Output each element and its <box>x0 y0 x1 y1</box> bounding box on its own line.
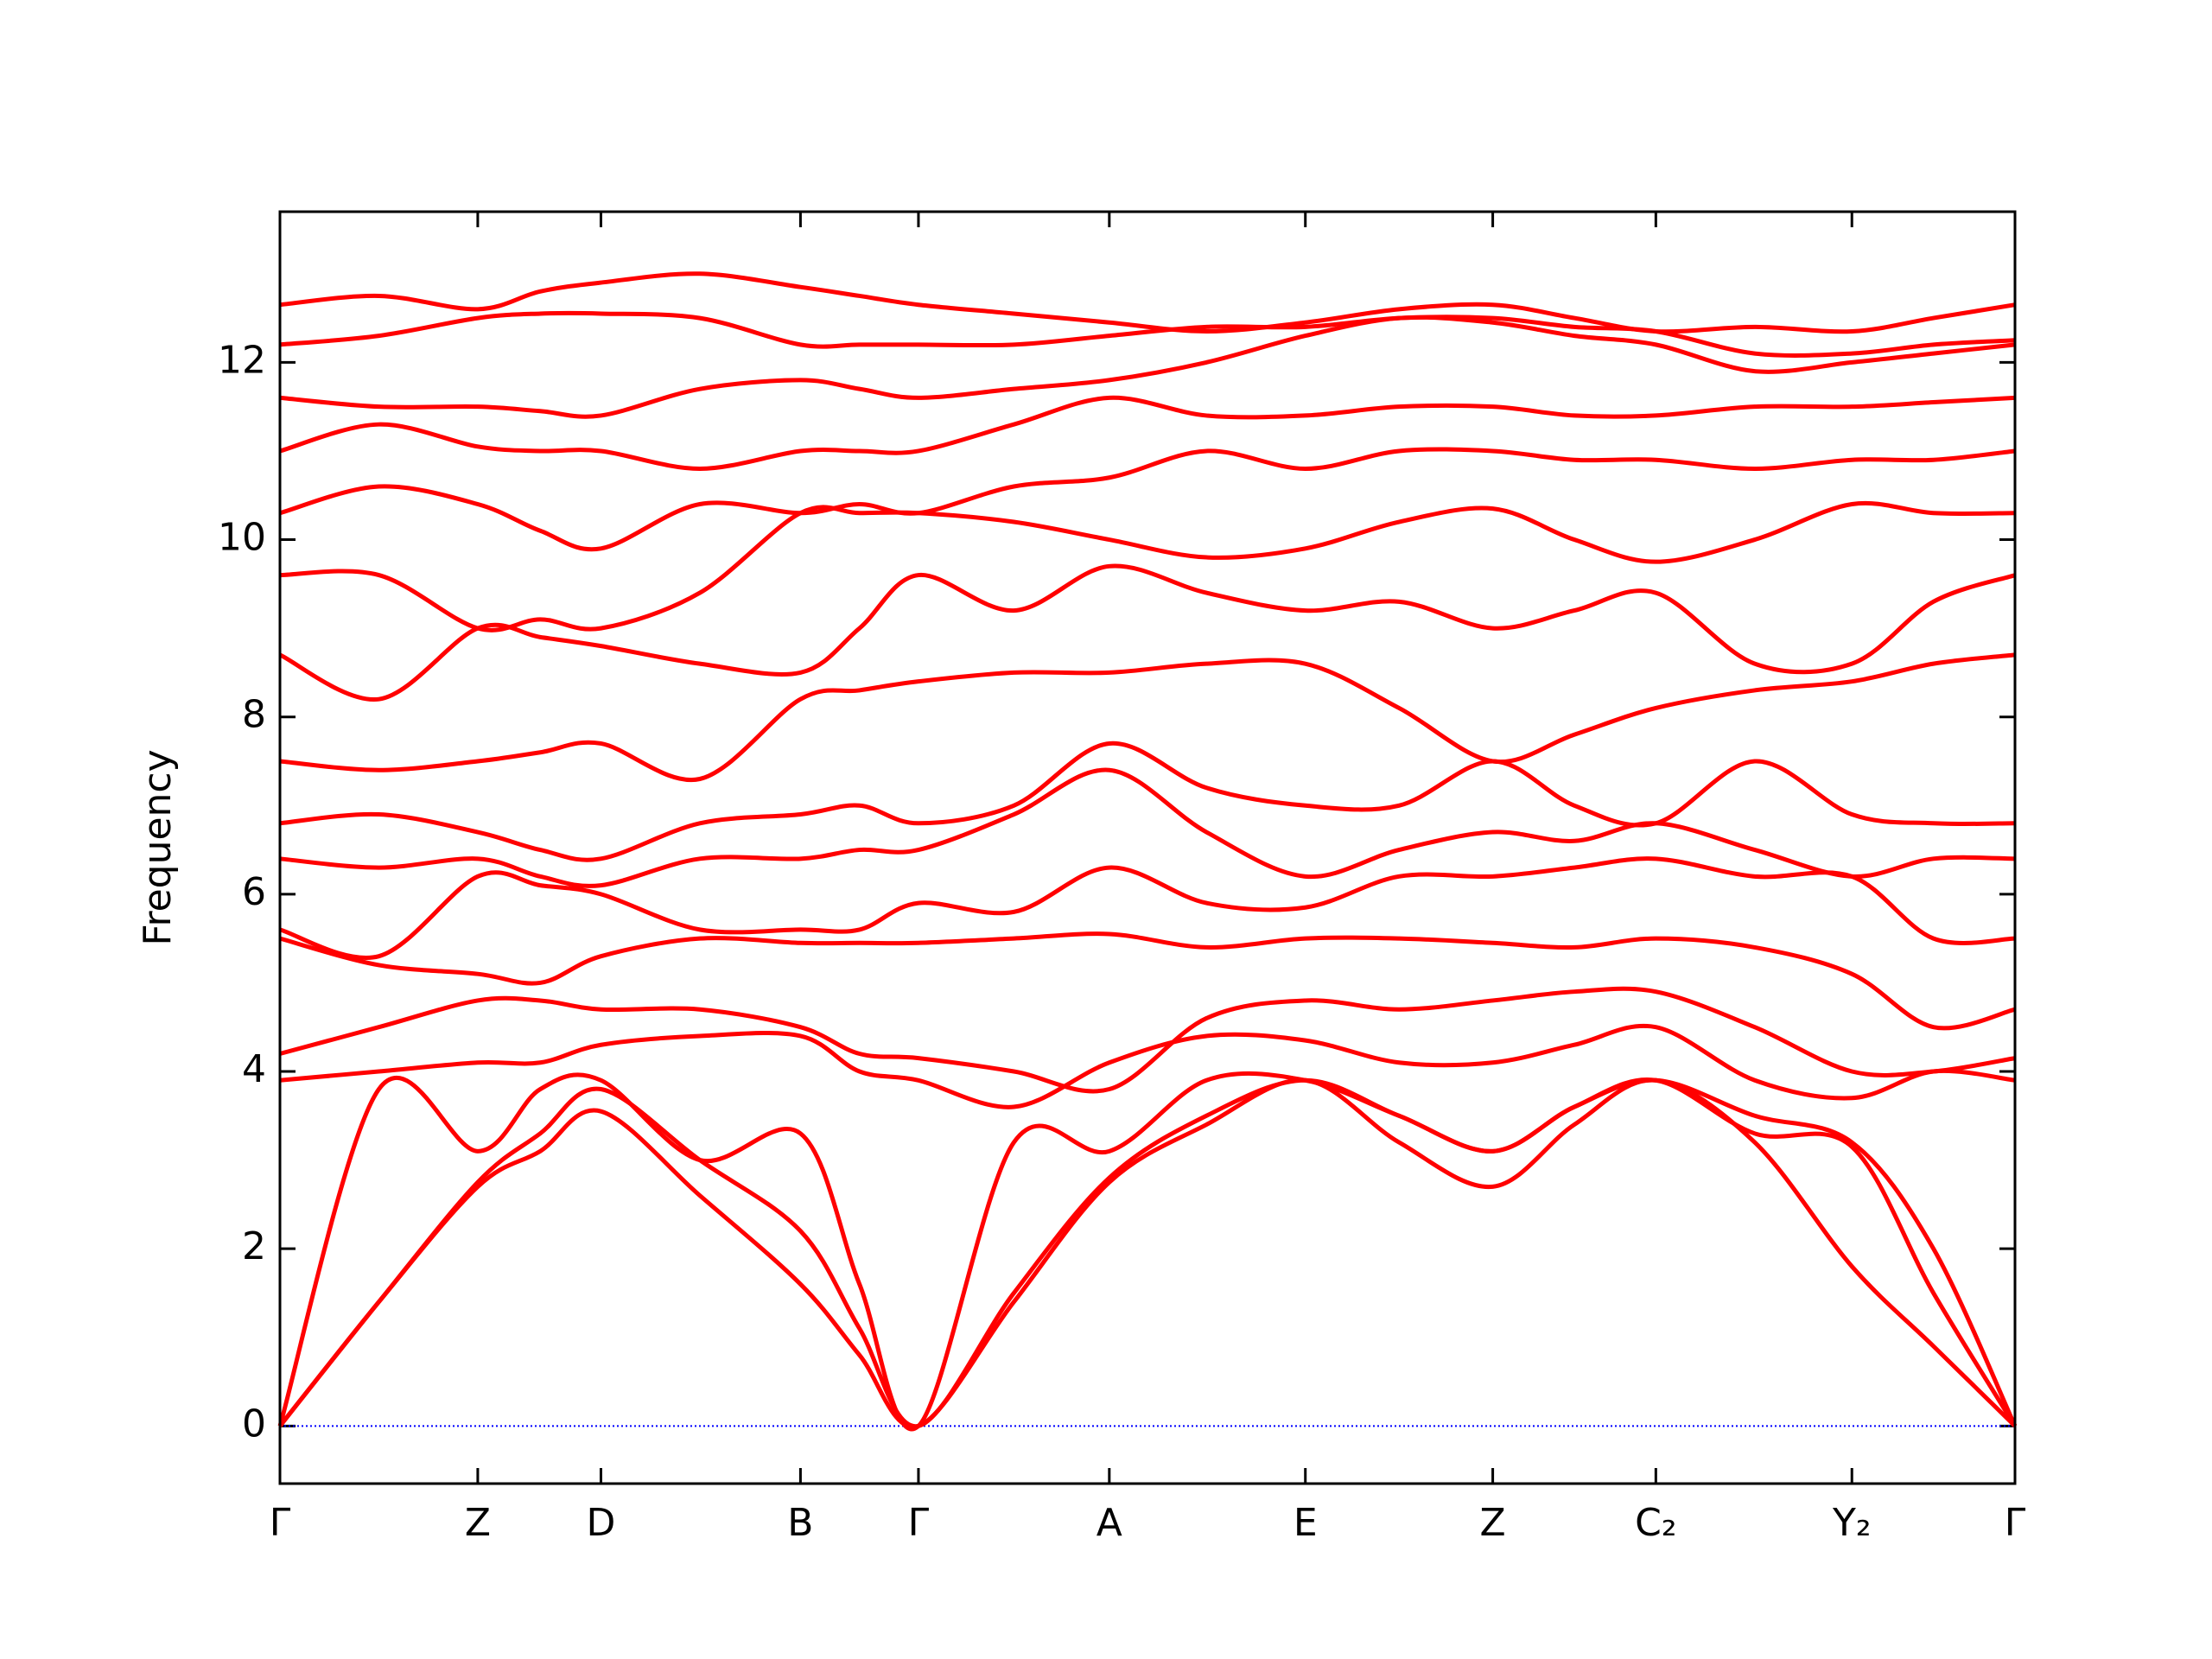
x-tick-label: Γ <box>908 1501 930 1545</box>
band-line <box>279 767 2016 888</box>
band-line <box>278 1077 2018 1428</box>
band-line <box>279 652 2016 783</box>
band-line <box>279 315 2016 419</box>
x-tick-label: Y₂ <box>1832 1501 1872 1545</box>
band-line <box>279 1023 2016 1109</box>
y-tick-label: 4 <box>242 1047 266 1091</box>
band-line <box>279 931 2016 1031</box>
y-tick-label: 12 <box>218 338 266 382</box>
x-tick-label: C₂ <box>1635 1501 1676 1545</box>
y-tick-label: 2 <box>242 1224 266 1268</box>
band-line <box>279 310 2016 358</box>
y-tick-label: 8 <box>242 693 266 737</box>
x-tick-label: D <box>587 1501 616 1545</box>
x-tick-label: Z <box>465 1501 491 1545</box>
x-tick-label: B <box>787 1501 813 1545</box>
band-line <box>279 447 2016 552</box>
x-tick-label: E <box>1294 1501 1318 1545</box>
x-tick-label: A <box>1096 1501 1122 1545</box>
band-line <box>279 271 2016 334</box>
y-tick-label: 6 <box>242 870 266 914</box>
x-tick-label: Γ <box>270 1501 291 1545</box>
y-tick-label: 0 <box>242 1402 266 1446</box>
band-line <box>279 500 2016 632</box>
plot-frame <box>278 210 2017 1485</box>
band-line <box>279 395 2016 471</box>
band-line <box>279 986 2016 1094</box>
x-tick-label: Γ <box>2005 1501 2026 1545</box>
y-tick-label: 10 <box>218 516 266 560</box>
x-tick-label: Z <box>1480 1501 1506 1545</box>
band-line <box>279 856 2016 960</box>
y-axis-label: Frequency <box>136 749 180 945</box>
band-line <box>279 741 2016 862</box>
band-line <box>277 1071 2018 1432</box>
band-line <box>278 563 2016 702</box>
